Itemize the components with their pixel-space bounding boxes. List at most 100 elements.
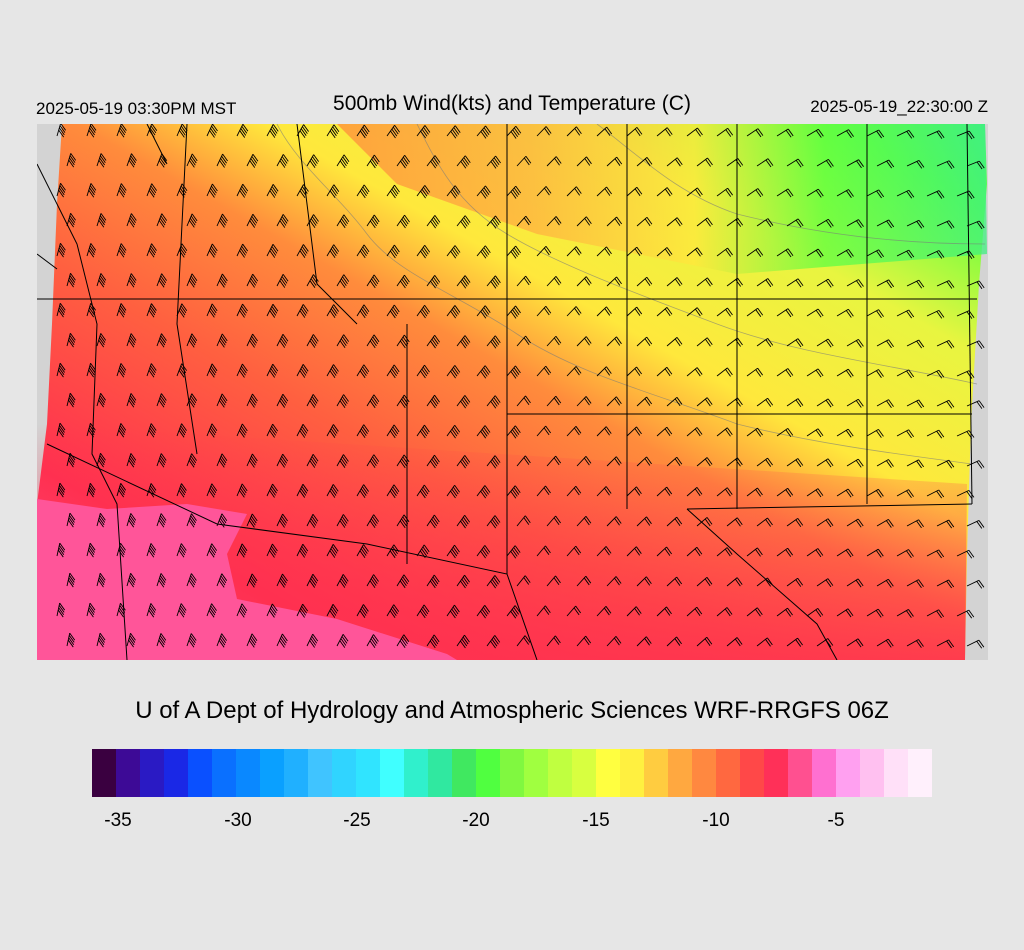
wind-barb-flag (674, 578, 681, 586)
wind-barb-flag (584, 278, 590, 286)
wind-barb-flag (341, 636, 348, 644)
wind-barb-flag (855, 579, 862, 588)
wind-barb-flag (57, 609, 64, 618)
wind-barb-flag (523, 457, 530, 465)
wind-barb-flag (329, 430, 336, 438)
wind-barb (656, 486, 668, 497)
wind-barb-flag (424, 304, 430, 313)
wind-barb (206, 543, 213, 557)
wind-barb-flag (767, 577, 773, 586)
wind-barb-flag (573, 427, 580, 436)
wind-barb-flag (90, 422, 96, 431)
wind-barb (236, 603, 243, 617)
wind-barb-flag (218, 640, 225, 648)
wind-barb-flag (827, 278, 834, 287)
wind-barb-flag (606, 186, 612, 195)
wind-barb-flag (249, 460, 255, 468)
wind-barb-flag (299, 490, 306, 498)
wind-barb-flag (149, 427, 156, 436)
wind-barb-flag (371, 218, 377, 227)
wind-barb-flag (128, 579, 135, 588)
wind-barb-flag (249, 400, 255, 408)
wind-barb-flag (616, 396, 622, 404)
wind-barb-flag (341, 516, 348, 524)
wind-barb (116, 603, 121, 617)
wind-barb-flag (188, 280, 195, 288)
wind-barb-flag (876, 130, 883, 139)
wind-barb-flag (130, 633, 136, 641)
colorbar-tick-label: -25 (343, 810, 371, 831)
wind-barb-flag (906, 430, 912, 439)
wind-barb-flag (373, 634, 379, 642)
wind-barb-flag (422, 546, 429, 555)
wind-barb-flag (858, 279, 864, 287)
wind-barb-flag (573, 547, 580, 556)
wind-barb-flag (815, 250, 822, 258)
wind-barb-flag (918, 399, 925, 408)
wind-barb-flag (309, 220, 316, 228)
wind-barb (206, 363, 213, 377)
wind-barb-flag (313, 274, 319, 282)
wind-barb (726, 217, 738, 227)
wind-barb-flag (460, 400, 466, 409)
wind-barb (626, 426, 637, 437)
wind-barb-flag (158, 579, 165, 588)
wind-barb-flag (877, 548, 884, 557)
wind-barb (446, 365, 456, 377)
wind-barb-flag (512, 309, 518, 317)
wind-barb-flag (461, 518, 468, 527)
wind-barb-flag (60, 242, 66, 251)
wind-barb-flag (696, 487, 703, 495)
wind-barb-flag (58, 545, 65, 553)
wind-barb (246, 513, 253, 527)
wind-barb-flag (695, 129, 701, 137)
wind-barb-flag (391, 308, 398, 317)
wind-barb-flag (210, 247, 216, 256)
wind-barb-flag (240, 368, 246, 376)
wind-barb (726, 277, 738, 287)
wind-barb-flag (512, 129, 519, 137)
wind-barb-flag (451, 608, 458, 617)
wind-barb-flag (99, 215, 106, 223)
wind-barb (636, 516, 647, 527)
wind-barb-flag (450, 550, 456, 559)
wind-barb-flag (644, 518, 651, 526)
wind-barb-flag (301, 546, 308, 554)
wind-barb-flag (98, 219, 105, 228)
wind-barb-flag (878, 129, 885, 138)
wind-barb-flag (129, 635, 136, 643)
wind-barb-flag (585, 635, 592, 644)
wind-barb (566, 186, 577, 197)
wind-barb-flag (250, 338, 256, 346)
wind-barb-flag (98, 519, 104, 528)
wind-barb-flag (735, 459, 741, 467)
wind-barb-flag (392, 606, 398, 614)
wind-barb-flag (219, 637, 226, 646)
wind-barb-flag (968, 430, 975, 438)
wind-barb-flag (876, 430, 882, 438)
wind-barb-flag (302, 364, 309, 372)
wind-barb (666, 636, 677, 647)
wind-barb (236, 124, 244, 137)
wind-barb (746, 547, 758, 557)
wind-barb-flag (936, 191, 943, 199)
wind-barb-flag (269, 190, 276, 198)
wind-barb-flag (706, 457, 713, 465)
wind-barb-flag (150, 365, 156, 374)
wind-barb-flag (795, 579, 802, 587)
wind-barb-flag (160, 455, 166, 464)
wind-barb-flag (845, 609, 852, 618)
wind-barb-flag (331, 606, 338, 614)
wind-barb-flag (402, 276, 409, 285)
wind-barb (396, 154, 406, 167)
wind-barb-flag (460, 520, 466, 529)
wind-barb-flag (221, 155, 227, 164)
wind-barb-flag (252, 213, 259, 222)
wind-barb-flag (462, 516, 469, 525)
wind-barb-flag (734, 638, 741, 647)
wind-barb-flag (210, 245, 217, 254)
wind-barb-flag (908, 130, 915, 138)
wind-barb-flag (724, 548, 731, 557)
wind-barb-flag (480, 430, 487, 439)
wind-barb-flag (149, 127, 156, 136)
